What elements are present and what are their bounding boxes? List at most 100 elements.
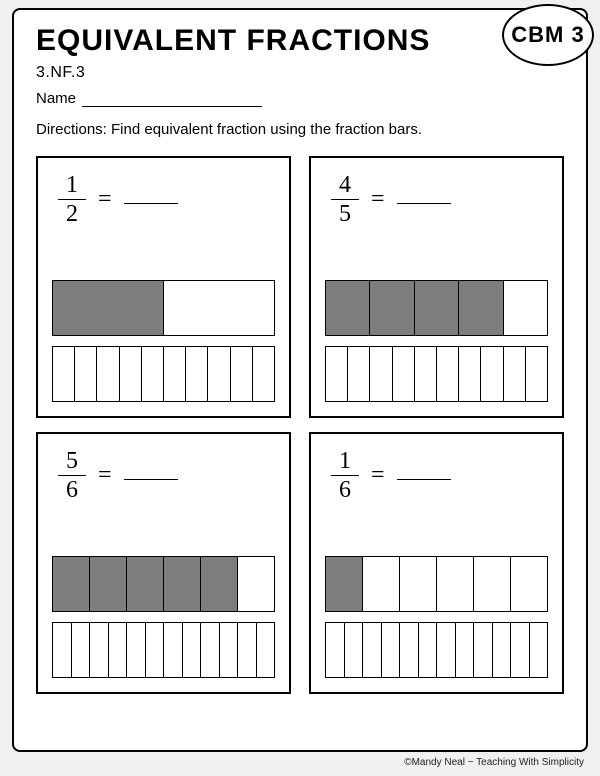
fraction-equation: 45 = xyxy=(331,170,548,228)
bar-segment xyxy=(481,347,503,401)
numerator: 4 xyxy=(331,173,359,199)
fraction-bars xyxy=(325,280,548,402)
bar-segment xyxy=(530,623,548,677)
fraction-equation: 56 = xyxy=(58,446,275,504)
fraction-bars xyxy=(52,280,275,402)
numerator: 5 xyxy=(58,449,86,475)
top-bar xyxy=(325,280,548,336)
bar-segment xyxy=(146,623,165,677)
problem-grid: 12=45=56=16= xyxy=(36,156,564,694)
problem-cell: 56 = xyxy=(36,432,291,694)
equals-sign: = xyxy=(371,186,385,213)
numerator: 1 xyxy=(58,173,86,199)
bar-segment xyxy=(326,623,345,677)
bar-segment xyxy=(53,557,90,611)
bar-segment xyxy=(437,557,474,611)
top-bar xyxy=(52,556,275,612)
bar-segment xyxy=(127,557,164,611)
numerator: 1 xyxy=(331,449,359,475)
bar-segment xyxy=(53,281,164,335)
denominator: 6 xyxy=(58,475,86,502)
bar-segment xyxy=(511,557,547,611)
bar-segment xyxy=(142,347,164,401)
bar-segment xyxy=(415,281,459,335)
copyright-footer: ©Mandy Neal ~ Teaching With Simplicity xyxy=(404,757,584,768)
equals-sign: = xyxy=(371,462,385,489)
bar-segment xyxy=(90,623,109,677)
bar-segment xyxy=(75,347,97,401)
bar-segment xyxy=(201,623,220,677)
directions-text: Directions: Find equivalent fraction usi… xyxy=(36,121,564,138)
problem-cell: 45 = xyxy=(309,156,564,418)
top-bar xyxy=(52,280,275,336)
bar-segment xyxy=(382,623,401,677)
bar-segment xyxy=(257,623,275,677)
bar-segment xyxy=(238,557,274,611)
bar-segment xyxy=(220,623,239,677)
equals-sign: = xyxy=(98,186,112,213)
bar-segment xyxy=(164,347,186,401)
answer-blank[interactable] xyxy=(124,194,178,204)
bar-segment xyxy=(363,557,400,611)
equals-sign: = xyxy=(98,462,112,489)
top-bar xyxy=(325,556,548,612)
bar-segment xyxy=(231,347,253,401)
bar-segment xyxy=(345,623,364,677)
bar-segment xyxy=(90,557,127,611)
bar-segment xyxy=(72,623,91,677)
bar-segment xyxy=(238,623,257,677)
cbm-badge: CBM 3 xyxy=(502,4,594,66)
bar-segment xyxy=(393,347,415,401)
bar-segment xyxy=(504,347,526,401)
bar-segment xyxy=(127,623,146,677)
fraction: 12 xyxy=(58,173,86,226)
answer-blank[interactable] xyxy=(124,470,178,480)
bar-segment xyxy=(201,557,238,611)
bar-segment xyxy=(474,623,493,677)
worksheet-page: EQUIVALENT FRACTIONS CBM 3 3.NF.3 Name D… xyxy=(12,8,588,752)
bar-segment xyxy=(400,557,437,611)
fraction-equation: 12 = xyxy=(58,170,275,228)
bar-segment xyxy=(419,623,438,677)
fraction: 16 xyxy=(331,449,359,502)
name-row: Name xyxy=(36,90,564,107)
bar-segment xyxy=(363,623,382,677)
bar-segment xyxy=(164,623,183,677)
bar-segment xyxy=(456,623,475,677)
name-input-line[interactable] xyxy=(82,93,262,107)
answer-blank[interactable] xyxy=(397,194,451,204)
bar-segment xyxy=(97,347,119,401)
page-title: EQUIVALENT FRACTIONS xyxy=(36,24,564,58)
fraction: 45 xyxy=(331,173,359,226)
bar-segment xyxy=(253,347,274,401)
bar-segment xyxy=(511,623,530,677)
fraction-bars xyxy=(325,556,548,678)
fraction-equation: 16 = xyxy=(331,446,548,504)
bar-segment xyxy=(437,623,456,677)
bar-segment xyxy=(493,623,512,677)
bar-segment xyxy=(326,557,363,611)
bar-segment xyxy=(53,347,75,401)
bar-segment xyxy=(437,347,459,401)
bar-segment xyxy=(459,347,481,401)
header: EQUIVALENT FRACTIONS CBM 3 xyxy=(36,24,564,72)
bar-segment xyxy=(208,347,230,401)
bar-segment xyxy=(526,347,547,401)
bottom-bar xyxy=(52,622,275,678)
bar-segment xyxy=(415,347,437,401)
bar-segment xyxy=(164,281,274,335)
bottom-bar xyxy=(52,346,275,402)
bar-segment xyxy=(474,557,511,611)
name-label: Name xyxy=(36,90,76,107)
fraction-bars xyxy=(52,556,275,678)
bar-segment xyxy=(120,347,142,401)
bar-segment xyxy=(400,623,419,677)
bar-segment xyxy=(459,281,503,335)
denominator: 5 xyxy=(331,199,359,226)
bar-segment xyxy=(186,347,208,401)
problem-cell: 16 = xyxy=(309,432,564,694)
bar-segment xyxy=(109,623,128,677)
bar-segment xyxy=(164,557,201,611)
answer-blank[interactable] xyxy=(397,470,451,480)
denominator: 2 xyxy=(58,199,86,226)
